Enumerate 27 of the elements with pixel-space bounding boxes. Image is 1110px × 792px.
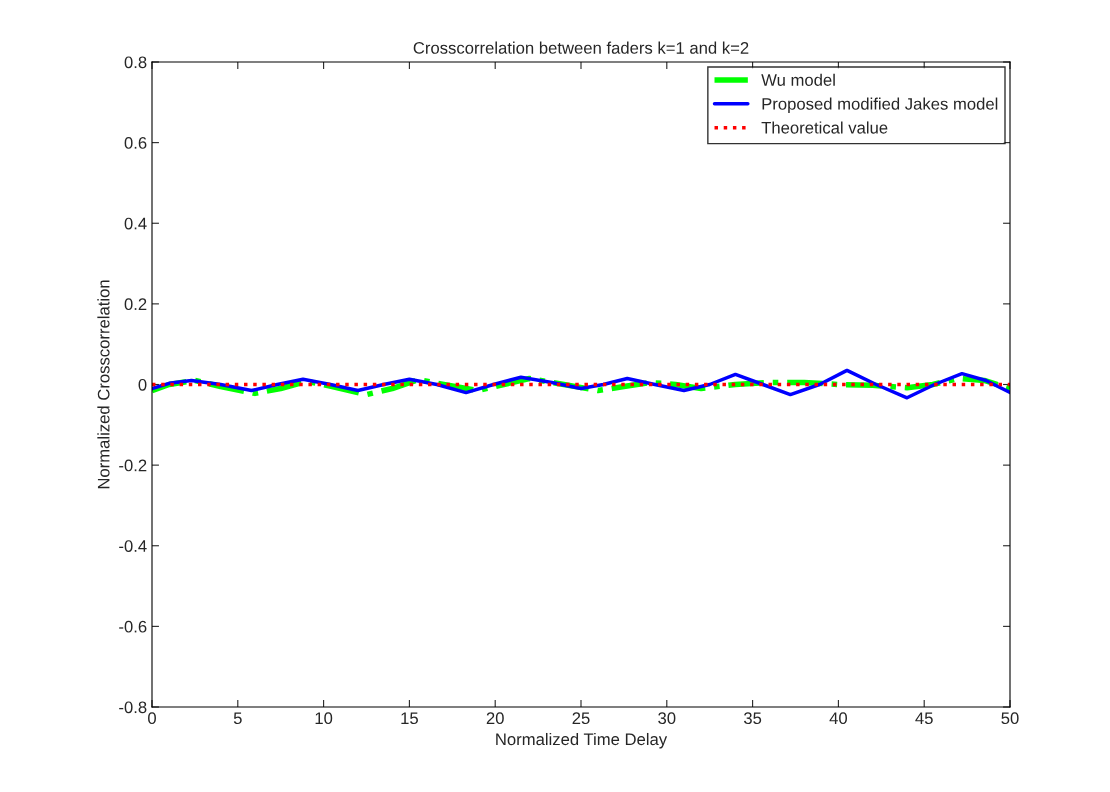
x-axis-title: Normalized Time Delay bbox=[496, 732, 668, 749]
x-tick-label: 25 bbox=[572, 712, 590, 725]
x-tick-label: 30 bbox=[658, 712, 676, 725]
chart-title: Crosscorrelation between faders k=1 and k=2 bbox=[413, 41, 749, 54]
x-tick-label: 10 bbox=[315, 712, 333, 725]
x-tick-label: 45 bbox=[915, 712, 933, 725]
legend-label: Theoretical value bbox=[761, 121, 888, 134]
y-axis-title: Normalized Crosscorrelation bbox=[97, 280, 110, 489]
y-tick-label: -0.6 bbox=[119, 620, 147, 633]
y-tick-label: 0.2 bbox=[124, 298, 147, 311]
y-tick-label: -0.2 bbox=[119, 459, 147, 472]
y-tick-label: -0.4 bbox=[119, 540, 147, 552]
y-tick-label: 0 bbox=[138, 378, 147, 391]
y-tick-label: 0.6 bbox=[124, 137, 147, 149]
x-tick-label: 5 bbox=[233, 712, 242, 725]
x-tick-label: 0 bbox=[148, 712, 156, 725]
x-tick-label: 20 bbox=[486, 712, 504, 725]
y-tick-label: -0.8 bbox=[119, 701, 147, 714]
legend-label: Proposed modified Jakes model bbox=[762, 97, 998, 114]
legend-label: Wu model bbox=[761, 73, 835, 86]
x-tick-label: 15 bbox=[401, 712, 418, 725]
y-tick-label: 0.4 bbox=[124, 217, 147, 230]
x-tick-label: 50 bbox=[1001, 712, 1019, 725]
line-series bbox=[152, 368, 1010, 400]
x-tick-label: 35 bbox=[743, 712, 762, 725]
y-tick-label: 0.8 bbox=[124, 56, 147, 69]
x-tick-label: 40 bbox=[829, 712, 848, 725]
